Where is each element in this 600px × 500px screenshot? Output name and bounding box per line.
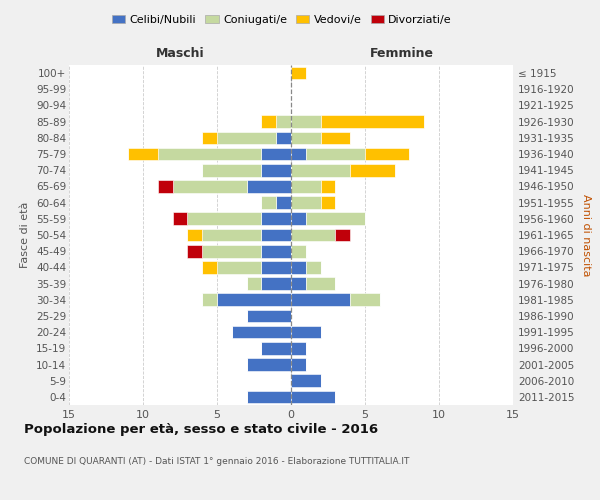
Bar bbox=[291, 261, 306, 274]
Bar bbox=[247, 278, 262, 290]
Bar bbox=[291, 228, 335, 241]
Bar bbox=[217, 132, 276, 144]
Bar bbox=[173, 212, 187, 225]
Bar bbox=[202, 261, 217, 274]
Bar bbox=[291, 278, 306, 290]
Bar bbox=[306, 212, 365, 225]
Bar bbox=[306, 278, 335, 290]
Bar bbox=[158, 148, 262, 160]
Bar bbox=[217, 261, 262, 274]
Bar bbox=[365, 148, 409, 160]
Bar bbox=[202, 228, 262, 241]
Legend: Celibi/Nubili, Coniugati/e, Vedovi/e, Divorziati/e: Celibi/Nubili, Coniugati/e, Vedovi/e, Di… bbox=[107, 10, 457, 29]
Bar bbox=[262, 196, 276, 209]
Bar bbox=[291, 132, 320, 144]
Bar bbox=[291, 294, 350, 306]
Bar bbox=[306, 261, 320, 274]
Bar bbox=[291, 390, 335, 403]
Bar bbox=[158, 180, 173, 192]
Bar bbox=[247, 390, 291, 403]
Bar bbox=[291, 148, 306, 160]
Bar bbox=[202, 164, 262, 176]
Bar bbox=[217, 294, 291, 306]
Bar bbox=[291, 358, 306, 371]
Text: Femmine: Femmine bbox=[370, 47, 434, 60]
Bar bbox=[276, 132, 291, 144]
Bar bbox=[291, 326, 320, 338]
Bar bbox=[262, 245, 291, 258]
Bar bbox=[291, 245, 306, 258]
Bar bbox=[350, 164, 395, 176]
Bar bbox=[262, 342, 291, 354]
Bar bbox=[291, 67, 306, 80]
Text: Maschi: Maschi bbox=[155, 47, 205, 60]
Bar bbox=[202, 294, 217, 306]
Bar bbox=[262, 164, 291, 176]
Y-axis label: Fasce di età: Fasce di età bbox=[20, 202, 31, 268]
Bar bbox=[291, 180, 320, 192]
Bar bbox=[262, 228, 291, 241]
Bar bbox=[202, 132, 217, 144]
Bar bbox=[320, 132, 350, 144]
Text: Popolazione per età, sesso e stato civile - 2016: Popolazione per età, sesso e stato civil… bbox=[24, 422, 378, 436]
Bar bbox=[247, 180, 291, 192]
Bar bbox=[320, 196, 335, 209]
Bar bbox=[291, 374, 320, 387]
Bar bbox=[291, 342, 306, 354]
Bar bbox=[173, 180, 247, 192]
Text: COMUNE DI QUARANTI (AT) - Dati ISTAT 1° gennaio 2016 - Elaborazione TUTTITALIA.I: COMUNE DI QUARANTI (AT) - Dati ISTAT 1° … bbox=[24, 458, 409, 466]
Bar bbox=[276, 196, 291, 209]
Bar bbox=[262, 148, 291, 160]
Bar bbox=[202, 245, 262, 258]
Bar bbox=[187, 212, 262, 225]
Bar bbox=[291, 196, 320, 209]
Bar bbox=[306, 148, 365, 160]
Bar bbox=[262, 212, 291, 225]
Bar bbox=[232, 326, 291, 338]
Bar bbox=[320, 180, 335, 192]
Bar bbox=[291, 212, 306, 225]
Bar bbox=[335, 228, 350, 241]
Bar bbox=[187, 245, 202, 258]
Bar bbox=[291, 116, 320, 128]
Bar bbox=[262, 278, 291, 290]
Y-axis label: Anni di nascita: Anni di nascita bbox=[581, 194, 591, 276]
Bar bbox=[320, 116, 424, 128]
Bar bbox=[276, 116, 291, 128]
Bar bbox=[187, 228, 202, 241]
Bar bbox=[247, 358, 291, 371]
Bar bbox=[350, 294, 380, 306]
Bar bbox=[291, 164, 350, 176]
Bar bbox=[128, 148, 158, 160]
Bar bbox=[247, 310, 291, 322]
Bar bbox=[262, 261, 291, 274]
Bar bbox=[262, 116, 276, 128]
